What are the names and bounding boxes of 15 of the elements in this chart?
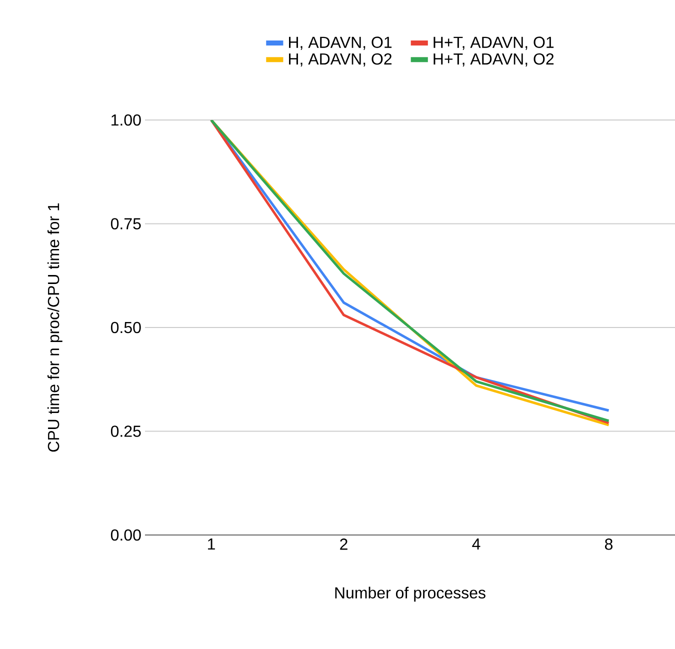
y-axis-title: CPU time for n proc/CPU time for 1 <box>47 203 62 452</box>
legend-label: H, ADAVN, O2 <box>289 53 392 67</box>
y-tick-label: 0.50 <box>110 322 141 334</box>
y-tick-label: 1.00 <box>112 114 141 126</box>
y-tick-label: 0.00 <box>110 529 141 541</box>
legend-label: H+T, ADAVN, O2 <box>434 53 554 67</box>
x-tick-label: 8 <box>604 538 613 550</box>
legend-label: H+T, ADAVN, O1 <box>434 36 554 50</box>
y-tick-label: 0.75 <box>110 218 141 230</box>
y-tick-label: 0.25 <box>110 426 141 437</box>
x-tick-label: 2 <box>340 538 348 550</box>
x-tick-label: 4 <box>472 538 480 550</box>
legend-label: H, ADAVN, O1 <box>289 36 392 50</box>
x-axis-title: Number of processes <box>335 586 486 602</box>
x-tick-label: 1 <box>208 538 215 550</box>
